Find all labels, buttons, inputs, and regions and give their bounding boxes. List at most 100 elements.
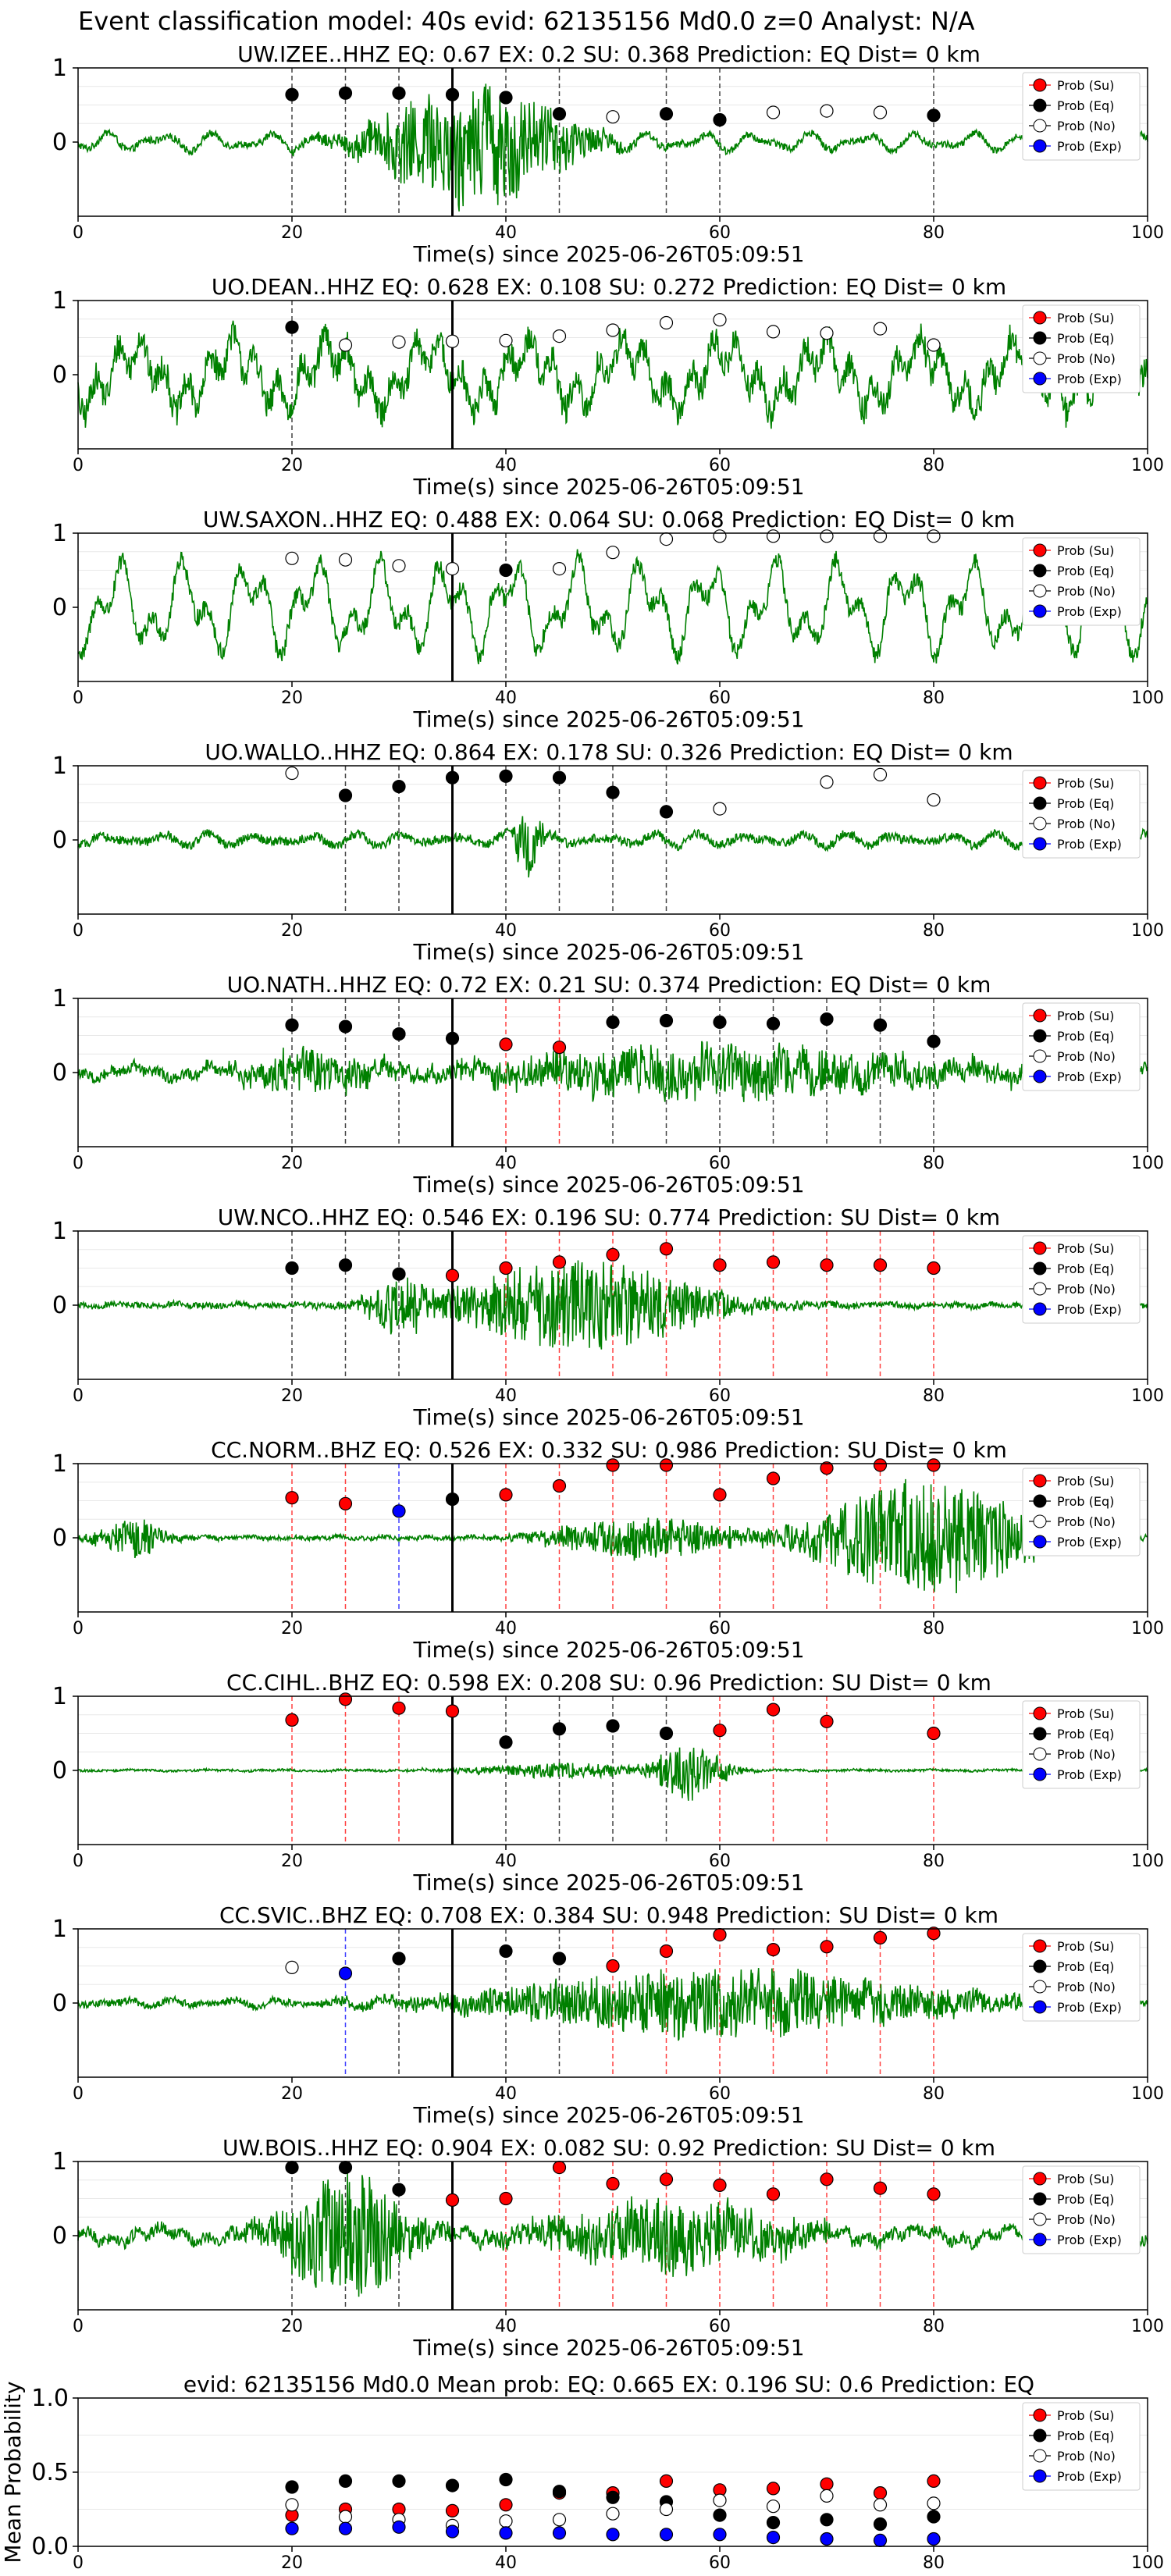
legend-label: Prob (Su) bbox=[1057, 78, 1114, 93]
prob-marker-eq bbox=[392, 1267, 406, 1281]
legend-marker-su bbox=[1033, 78, 1047, 92]
prob-marker-eq bbox=[659, 1726, 674, 1741]
prob-marker-su bbox=[713, 2178, 727, 2192]
mean-point-exp bbox=[927, 2532, 941, 2546]
prob-marker-no bbox=[713, 313, 727, 327]
x-tick-label: 80 bbox=[923, 2317, 945, 2336]
prob-marker-eq bbox=[820, 1012, 834, 1026]
y-tick-label: 1 bbox=[52, 55, 67, 82]
x-tick-label: 60 bbox=[709, 456, 731, 475]
prob-marker-su bbox=[606, 1959, 620, 1973]
prob-marker-eq bbox=[285, 320, 299, 334]
prob-marker-eq bbox=[606, 785, 620, 799]
legend-marker-no bbox=[1033, 584, 1047, 598]
waveform-panel: UO.DEAN..HHZ EQ: 0.628 EX: 0.108 SU: 0.2… bbox=[52, 274, 1164, 500]
legend-label: Prob (No) bbox=[1057, 351, 1116, 366]
x-tick-label: 80 bbox=[923, 688, 945, 708]
prob-marker-su bbox=[766, 1943, 781, 1957]
legend-marker-su bbox=[1033, 543, 1047, 557]
mean-point-eq bbox=[606, 2490, 620, 2504]
prob-marker-su bbox=[820, 1940, 834, 1954]
mean-point-su bbox=[927, 2474, 941, 2488]
prob-marker-no bbox=[285, 766, 299, 781]
legend-label: Prob (Su) bbox=[1057, 543, 1114, 558]
x-tick-label: 0 bbox=[73, 688, 84, 708]
y-tick-label: 0.0 bbox=[31, 2533, 69, 2560]
legend-label: Prob (No) bbox=[1057, 119, 1116, 133]
prob-marker-no bbox=[552, 329, 567, 343]
legend-label: Prob (Su) bbox=[1057, 1474, 1114, 1489]
prob-marker-no bbox=[766, 325, 781, 339]
legend-marker-su bbox=[1033, 311, 1047, 325]
panel-title: CC.SVIC..BHZ EQ: 0.708 EX: 0.384 SU: 0.9… bbox=[219, 1902, 998, 1928]
prob-marker-su bbox=[499, 1037, 513, 1051]
legend-label: Prob (Su) bbox=[1057, 2408, 1114, 2423]
panel-title: CC.CIHL..BHZ EQ: 0.598 EX: 0.208 SU: 0.9… bbox=[226, 1670, 991, 1695]
prob-marker-exp bbox=[392, 1504, 406, 1518]
y-tick-label: 1.0 bbox=[31, 2385, 69, 2412]
prob-marker-exp bbox=[338, 1966, 353, 1980]
legend-label: Prob (Eq) bbox=[1057, 1261, 1114, 1276]
x-tick-label: 40 bbox=[495, 1619, 517, 1638]
mean-point-no bbox=[499, 2514, 513, 2528]
x-tick-label: 0 bbox=[73, 1619, 84, 1638]
x-tick-label: 40 bbox=[495, 2084, 517, 2104]
x-tick-label: 40 bbox=[495, 921, 517, 941]
mean-point-eq bbox=[338, 2474, 353, 2488]
x-tick-label: 80 bbox=[923, 2553, 945, 2573]
prob-marker-su bbox=[873, 1258, 888, 1272]
legend-marker-eq bbox=[1033, 564, 1047, 578]
prob-marker-eq bbox=[285, 2161, 299, 2175]
legend-marker-exp bbox=[1033, 2469, 1047, 2483]
x-tick-label: 20 bbox=[281, 921, 303, 941]
y-tick-label: 0 bbox=[52, 361, 67, 389]
x-tick-label: 60 bbox=[709, 223, 731, 243]
waveform-trace bbox=[77, 1041, 1148, 1102]
legend-marker-eq bbox=[1033, 1494, 1047, 1508]
x-tick-label: 0 bbox=[73, 2317, 84, 2336]
prob-marker-su bbox=[820, 1714, 834, 1728]
prob-marker-eq bbox=[445, 770, 460, 785]
legend-marker-eq bbox=[1033, 331, 1047, 345]
prob-marker-su bbox=[927, 1927, 941, 1941]
x-tick-label: 60 bbox=[709, 688, 731, 708]
prob-marker-no bbox=[927, 793, 941, 807]
x-axis-label: Time(s) since 2025-06-26T05:09:51 bbox=[412, 241, 804, 267]
y-tick-label: 1 bbox=[52, 1450, 67, 1478]
legend-label: Prob (Su) bbox=[1057, 1009, 1114, 1023]
legend-marker-exp bbox=[1033, 372, 1047, 386]
prob-marker-eq bbox=[499, 91, 513, 105]
mean-point-exp bbox=[338, 2521, 353, 2535]
mean-point-no bbox=[285, 2498, 299, 2512]
waveform-trace bbox=[77, 1968, 1148, 2041]
x-tick-label: 0 bbox=[73, 921, 84, 941]
legend-box bbox=[1022, 72, 1141, 161]
x-tick-label: 100 bbox=[1131, 2553, 1164, 2573]
x-tick-label: 20 bbox=[281, 1386, 303, 1406]
prob-marker-su bbox=[338, 1692, 353, 1706]
legend-label: Prob (Exp) bbox=[1057, 2469, 1122, 2484]
y-tick-label: 0 bbox=[52, 1059, 67, 1087]
legend-marker-eq bbox=[1033, 1959, 1047, 1973]
legend-label: Prob (Exp) bbox=[1057, 139, 1122, 154]
prob-marker-eq bbox=[392, 2183, 406, 2197]
x-tick-label: 100 bbox=[1131, 1852, 1164, 1871]
prob-marker-no bbox=[820, 326, 834, 340]
y-tick-label: 0 bbox=[52, 129, 67, 156]
mean-point-eq bbox=[873, 2517, 888, 2532]
legend-marker-su bbox=[1033, 2172, 1047, 2186]
mean-point-eq bbox=[445, 2478, 460, 2492]
panel-title: UW.SAXON..HHZ EQ: 0.488 EX: 0.064 SU: 0.… bbox=[203, 507, 1015, 532]
legend-box bbox=[1022, 1700, 1141, 1789]
prob-marker-eq bbox=[338, 86, 353, 100]
prob-marker-eq bbox=[499, 769, 513, 783]
x-tick-label: 20 bbox=[281, 456, 303, 475]
legend-marker-exp bbox=[1033, 1302, 1047, 1316]
legend-marker-exp bbox=[1033, 837, 1047, 851]
x-tick-label: 100 bbox=[1131, 1154, 1164, 1173]
legend-label: Prob (Eq) bbox=[1057, 98, 1114, 113]
x-tick-label: 0 bbox=[73, 2084, 84, 2104]
prob-marker-su bbox=[927, 2187, 941, 2201]
mean-point-no bbox=[820, 2489, 834, 2503]
x-tick-label: 20 bbox=[281, 2553, 303, 2573]
